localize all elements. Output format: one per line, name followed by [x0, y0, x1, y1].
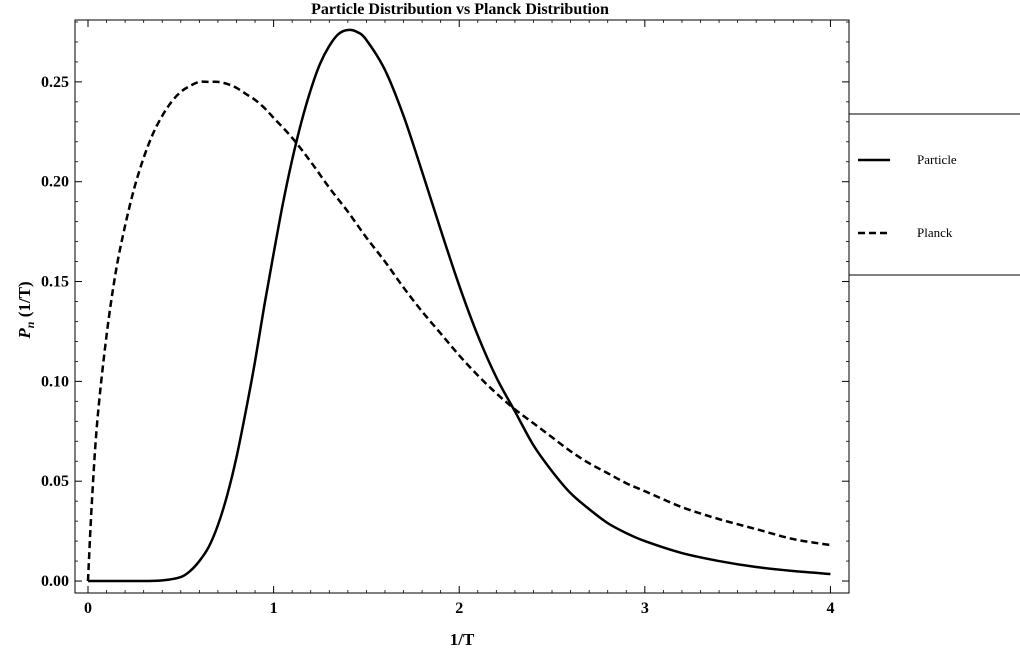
legend: Particle Planck: [848, 113, 1020, 276]
x-tick-label: 2: [455, 600, 463, 617]
y-axis-label: Pn (1/T): [15, 281, 37, 339]
y-axis-label-rest: (1/T): [15, 281, 34, 321]
y-tick-label: 0.15: [41, 274, 69, 291]
y-tick-label: 0.00: [41, 573, 69, 590]
x-tick-label: 1: [270, 600, 278, 617]
y-tick-label: 0.20: [41, 174, 69, 191]
y-axis-label-sub: n: [23, 321, 37, 328]
plot-frame: [74, 19, 850, 594]
y-axis-label-main: P: [15, 328, 34, 340]
y-tick-label: 0.10: [41, 373, 69, 390]
legend-label-planck: Planck: [917, 225, 953, 240]
x-axis-label: 1/T: [450, 630, 475, 649]
y-axis-ticks: 0.00 0.05 0.10 0.15 0.20 0.25: [41, 21, 849, 590]
legend-label-particle: Particle: [917, 152, 957, 167]
series-line-particle: [87, 28, 831, 583]
x-tick-label: 4: [826, 600, 834, 617]
y-tick-label: 0.25: [41, 74, 69, 91]
x-tick-label: 0: [84, 600, 92, 617]
series-layer: [86, 28, 831, 583]
chart-title: Particle Distribution vs Planck Distribu…: [311, 1, 609, 18]
x-tick-label: 3: [641, 600, 649, 617]
x-axis-ticks: 0 1 2 3 4: [84, 20, 850, 617]
series-line-planck: [86, 80, 831, 582]
y-tick-label: 0.05: [41, 473, 69, 490]
